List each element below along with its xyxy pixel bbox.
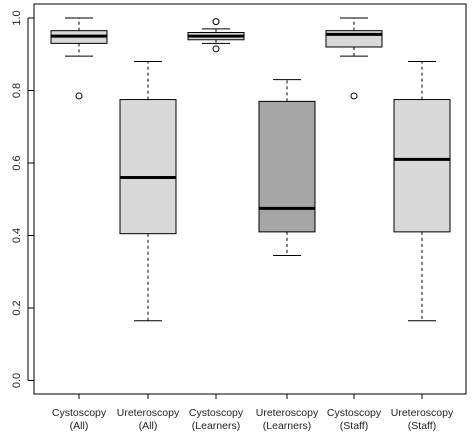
x-category-label: Ureteroscopy: [117, 407, 180, 419]
box-group: [119, 61, 177, 322]
outlier-point: [212, 45, 220, 53]
x-category-label: (Learners): [192, 420, 240, 432]
box-group: [258, 79, 316, 256]
x-axis-labels: Cystoscopy(All)Ureteroscopy(All)Cystosco…: [52, 394, 454, 432]
y-tick-label: 0.2: [11, 300, 23, 315]
y-tick-label: 0.4: [11, 228, 23, 243]
y-tick-label: 1.0: [11, 10, 23, 25]
box-group: [187, 18, 245, 53]
x-category-label: Ureteroscopy: [256, 407, 319, 419]
x-category-label: (Staff): [408, 420, 436, 432]
outlier-point: [212, 18, 220, 26]
box-iqr: [119, 99, 177, 235]
x-category-label: (All): [70, 420, 89, 432]
box-iqr: [258, 100, 316, 233]
y-tick-label: 0.8: [11, 83, 23, 98]
box-group: [325, 17, 383, 100]
outlier-point: [75, 92, 83, 100]
x-category-label: Cystoscopy: [189, 407, 244, 419]
y-tick-label: 0.0: [11, 373, 23, 388]
x-category-label: Cystoscopy: [327, 407, 382, 419]
plot-frame: [33, 3, 467, 395]
box-iqr: [393, 99, 451, 233]
x-category-label: (All): [139, 420, 158, 432]
box-group: [393, 61, 451, 322]
boxes-layer: [50, 17, 451, 322]
y-axis: 0.0 0.2 0.4 0.6 0.8 1.0: [11, 10, 34, 388]
x-category-label: Cystoscopy: [52, 407, 107, 419]
box-group: [50, 17, 108, 100]
y-tick-label: 0.6: [11, 155, 23, 170]
x-category-label: Ureteroscopy: [391, 407, 454, 419]
x-category-label: (Learners): [263, 420, 311, 432]
outlier-point: [350, 92, 358, 100]
x-category-label: (Staff): [340, 420, 368, 432]
